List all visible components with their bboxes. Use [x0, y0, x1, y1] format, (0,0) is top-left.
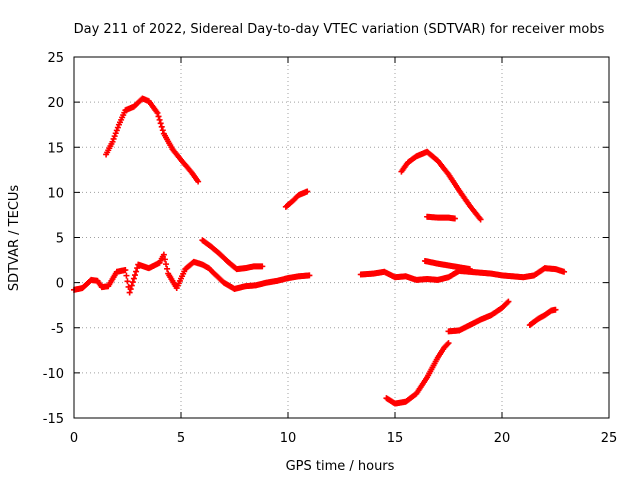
data-point	[552, 306, 559, 313]
data-point	[561, 268, 568, 275]
data-point	[159, 127, 166, 134]
series-arc-upper-midmorning	[199, 237, 266, 273]
data-point	[154, 109, 161, 116]
y-tick-label: 20	[47, 96, 64, 111]
data-point	[444, 341, 451, 348]
data-layer	[71, 95, 568, 407]
data-point	[161, 256, 168, 263]
data-point	[112, 130, 119, 137]
data-point	[466, 266, 473, 273]
series-arc-negative-rise	[445, 298, 512, 335]
data-point	[127, 286, 134, 293]
series-arc-high-afternoon	[398, 148, 484, 223]
data-point	[124, 278, 131, 285]
x-tick-label: 20	[494, 431, 511, 446]
x-tick-label: 10	[280, 431, 297, 446]
data-point	[130, 275, 137, 282]
y-tick-label: 15	[47, 141, 64, 156]
y-tick-label: 5	[56, 232, 64, 247]
series-arc-short-rise	[282, 188, 311, 210]
data-point	[129, 279, 136, 286]
data-point	[155, 113, 162, 120]
data-point	[131, 272, 138, 279]
series-arc-late-negative	[526, 306, 559, 329]
data-point	[195, 178, 202, 185]
chart-title: Day 211 of 2022, Sidereal Day-to-day VTE…	[74, 22, 605, 37]
y-tick-label: 0	[56, 277, 64, 292]
data-point	[504, 299, 511, 306]
data-point	[123, 272, 130, 279]
x-tick-label: 25	[601, 431, 618, 446]
data-point	[111, 133, 118, 140]
data-point	[451, 215, 458, 222]
data-point	[113, 127, 120, 134]
data-point	[126, 289, 133, 296]
series-arc-high-morning	[103, 95, 202, 185]
y-tick-label: -5	[51, 322, 64, 337]
data-point	[157, 120, 164, 127]
x-tick-label: 5	[177, 431, 185, 446]
y-tick-label: -10	[43, 367, 64, 382]
x-tick-label: 0	[70, 431, 78, 446]
tick-layer: 0 5 10 15 20 25 -15 -10 -5 0 5 10 15 20 25	[43, 51, 618, 446]
x-axis-label: GPS time / hours	[286, 459, 395, 474]
data-point	[306, 272, 313, 279]
y-tick-label: 25	[47, 51, 64, 66]
x-tick-label: 15	[387, 431, 404, 446]
series-arc-deep-dip	[383, 340, 452, 407]
y-tick-label: -15	[43, 412, 64, 427]
data-point	[156, 116, 163, 123]
data-point	[158, 123, 165, 130]
data-point	[445, 340, 452, 347]
data-point	[304, 188, 311, 195]
series-arc-baseline-afternoon	[357, 265, 568, 283]
data-point	[477, 216, 484, 223]
series-arc-mid-afternoon	[421, 257, 473, 273]
data-point	[505, 298, 512, 305]
grid-layer	[74, 57, 609, 418]
series-arc-short-flat	[424, 213, 458, 222]
y-tick-label: 10	[47, 186, 64, 201]
data-point	[114, 124, 121, 131]
data-point	[133, 268, 140, 275]
data-point	[134, 265, 141, 272]
data-point	[109, 138, 116, 145]
data-point	[160, 251, 167, 258]
data-point	[259, 263, 266, 270]
y-axis-label: SDTVAR / TECUs	[7, 185, 22, 292]
series-arc-baseline-morning	[71, 251, 313, 296]
data-point	[110, 135, 117, 142]
data-point	[122, 266, 129, 273]
data-point	[128, 282, 135, 289]
data-point	[163, 261, 170, 268]
data-point	[164, 265, 171, 272]
